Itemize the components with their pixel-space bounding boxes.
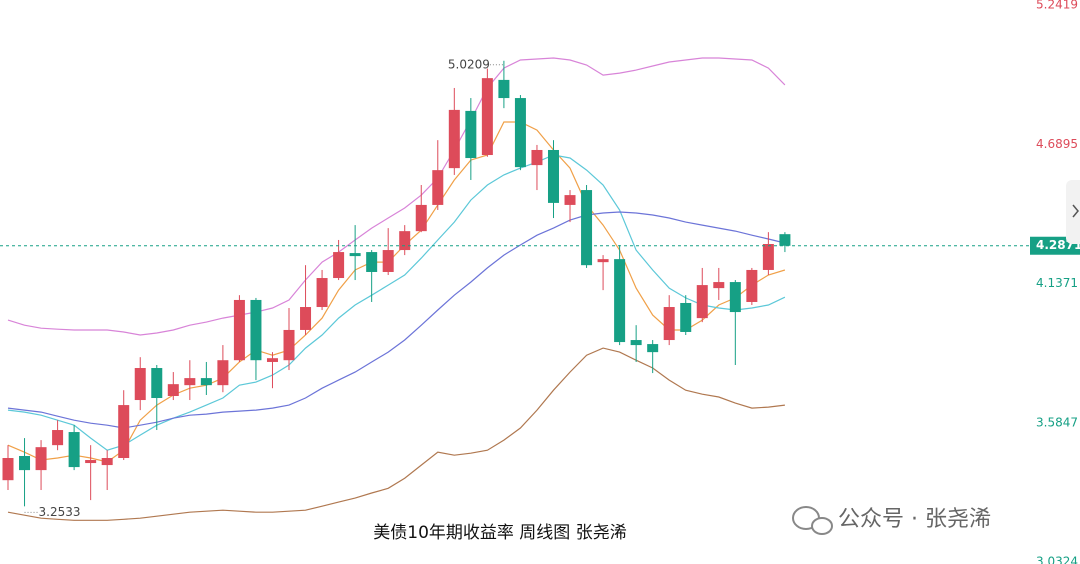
candle-body: [19, 455, 31, 471]
y-tick-label: 3.5847: [1036, 415, 1078, 429]
candle-body: [465, 110, 477, 159]
candle-body: [432, 170, 444, 205]
caption: 美债10年期收益率 周线图 张尧浠: [373, 523, 626, 543]
candle-body: [481, 78, 493, 156]
candle-body: [415, 204, 427, 232]
candle-body: [35, 447, 47, 471]
side-button-bg[interactable]: [1066, 180, 1080, 244]
candle-body: [581, 190, 593, 266]
candle-body: [448, 109, 460, 169]
watermark-text: 公众号 · 张尧浠: [838, 507, 991, 532]
candle-body: [52, 430, 64, 446]
indicator-line: [7, 154, 786, 451]
candle-body: [531, 149, 543, 166]
candle-body: [167, 384, 179, 396]
candle-body: [250, 299, 262, 361]
candle-body: [217, 360, 229, 386]
candle-body: [564, 195, 576, 205]
max-label: 5.0209: [448, 57, 490, 71]
candle-body: [762, 244, 774, 270]
candle-body: [514, 98, 526, 168]
wechat-icon: [811, 517, 833, 535]
candle-body: [349, 253, 361, 257]
watermark: 公众号 · 张尧浠: [792, 506, 991, 535]
candle-body: [134, 368, 146, 401]
candle-body: [300, 307, 312, 330]
candle-body: [68, 432, 80, 468]
y-tick-label: 4.6895: [1036, 137, 1078, 151]
indicator-line: [7, 211, 786, 429]
candle-body: [101, 458, 113, 466]
candle-body: [498, 79, 510, 99]
candle-body: [233, 299, 245, 361]
candle-body: [333, 252, 345, 279]
candle-body: [399, 231, 411, 251]
candle-body: [316, 278, 328, 308]
candle-body: [630, 340, 642, 346]
indicator-line: [7, 57, 786, 336]
candle-body: [184, 378, 196, 386]
candle-body: [614, 259, 626, 343]
min-label: 3.2533: [39, 505, 81, 519]
indicator-line: [7, 347, 785, 521]
candle-body: [118, 405, 130, 459]
candle-body: [2, 458, 14, 481]
candle-body: [680, 302, 692, 332]
y-tick-label: 5.2419: [1036, 0, 1078, 12]
candle-body: [200, 378, 212, 386]
candle-body: [713, 282, 725, 289]
candle-body: [597, 259, 609, 263]
candle-body: [151, 368, 163, 399]
candle-body: [366, 252, 378, 272]
candle-body: [547, 149, 559, 203]
arrow-icon[interactable]: [1072, 204, 1079, 218]
candle-body: [663, 307, 675, 341]
candle-body: [283, 329, 295, 361]
candle-body: [266, 358, 278, 362]
candle-body: [382, 250, 394, 272]
side-button[interactable]: [1066, 180, 1080, 244]
y-tick-label: 4.1371: [1036, 276, 1078, 290]
candle-body: [647, 344, 659, 353]
candle-body: [696, 285, 708, 319]
candle-body: [779, 234, 791, 246]
candle-body: [729, 282, 741, 313]
candle-body: [746, 269, 758, 302]
y-tick-label: 3.0324: [1036, 555, 1078, 564]
candle-body: [85, 460, 97, 464]
